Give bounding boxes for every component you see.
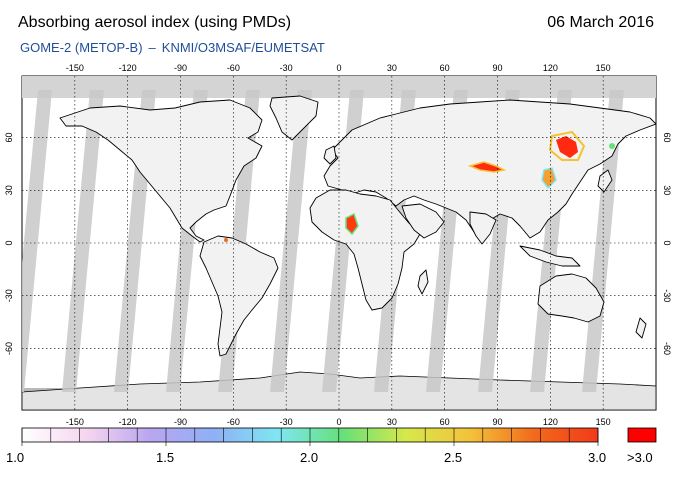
lon-tick-label-bottom: -90 bbox=[174, 417, 187, 427]
british-isles bbox=[323, 145, 337, 165]
lon-tick-label-bottom: 150 bbox=[596, 417, 611, 427]
colorbar-label: 2.0 bbox=[300, 450, 319, 465]
australia bbox=[537, 273, 605, 323]
lon-tick-label-bottom: -150 bbox=[66, 417, 84, 427]
map-date: 06 March 2016 bbox=[547, 14, 654, 31]
hotspot-central-africa bbox=[345, 212, 359, 236]
lat-tick-label-left: 0 bbox=[4, 240, 14, 245]
aerosol-hotspots bbox=[224, 130, 615, 242]
indian-subcontinent bbox=[469, 211, 497, 245]
colorbar-label: 2.5 bbox=[444, 450, 463, 465]
colorbar-label: 1.0 bbox=[6, 450, 25, 465]
lon-tick-label-top: 120 bbox=[543, 63, 558, 73]
swath-gap-0 bbox=[22, 90, 52, 392]
lon-tick-label-bottom: 90 bbox=[492, 417, 502, 427]
lat-tick-label-left: -30 bbox=[4, 289, 14, 302]
new-zealand bbox=[635, 317, 647, 339]
africa bbox=[309, 189, 421, 311]
tick-labels: -150 -150 -120 -120 -90 -90 -60 -60 -30 -30 0 0 30 30… bbox=[4, 63, 672, 427]
provider-label: KNMI/O3MSAF/EUMETSAT bbox=[161, 40, 325, 55]
lon-tick-label-top: 150 bbox=[596, 63, 611, 73]
colorbar-label: 3.0 bbox=[588, 450, 607, 465]
lon-tick-label-top: 60 bbox=[440, 63, 450, 73]
lon-tick-label-top: -90 bbox=[174, 63, 187, 73]
lat-tick-label-left: 60 bbox=[4, 133, 14, 143]
lon-tick-label-top: 0 bbox=[336, 63, 341, 73]
hotspot-east-china bbox=[541, 167, 557, 190]
lat-tick-label-right: 60 bbox=[662, 133, 672, 143]
map-title: Absorbing aerosol index (using PMDs) bbox=[18, 14, 292, 31]
lat-tick-label-right: -30 bbox=[662, 289, 672, 302]
lon-tick-label-bottom: -120 bbox=[119, 417, 137, 427]
hotspot-amazon bbox=[224, 238, 228, 242]
hotspot-maritime bbox=[609, 143, 615, 149]
lon-tick-label-top: 90 bbox=[492, 63, 502, 73]
lat-tick-label-left: -60 bbox=[4, 342, 14, 355]
greenland bbox=[269, 95, 319, 141]
lat-tick-label-right: -60 bbox=[662, 342, 672, 355]
madagascar bbox=[417, 269, 429, 295]
colorbar-overflow-label: >3.0 bbox=[627, 450, 653, 465]
instrument-label: GOME-2 (METOP-B) bbox=[20, 40, 143, 55]
colorbar-label: 1.5 bbox=[156, 450, 175, 465]
swath-gap-5 bbox=[270, 90, 312, 392]
lat-tick-label-left: 30 bbox=[4, 185, 14, 195]
lon-tick-label-top: 30 bbox=[387, 63, 397, 73]
lon-tick-label-top: -120 bbox=[119, 63, 137, 73]
lon-tick-label-bottom: -30 bbox=[280, 417, 293, 427]
lat-tick-label-right: 0 bbox=[662, 240, 672, 245]
hotspot-ne-china bbox=[556, 136, 578, 158]
lon-tick-label-bottom: 30 bbox=[387, 417, 397, 427]
graticule bbox=[22, 76, 656, 410]
lon-tick-label-top: -30 bbox=[280, 63, 293, 73]
lon-tick-label-bottom: 0 bbox=[336, 417, 341, 427]
indonesia bbox=[519, 245, 581, 267]
subtitle-separator: – bbox=[148, 40, 156, 55]
swath-gap-1 bbox=[62, 90, 104, 392]
lon-tick-label-top: -60 bbox=[227, 63, 240, 73]
lon-tick-label-bottom: 60 bbox=[440, 417, 450, 427]
arabian-peninsula bbox=[401, 203, 445, 239]
colorbar-overflow-swatch bbox=[627, 427, 657, 443]
lat-tick-label-right: 30 bbox=[662, 185, 672, 195]
japan bbox=[597, 169, 613, 193]
lon-tick-label-bottom: -60 bbox=[227, 417, 240, 427]
hotspot-central-asia bbox=[467, 161, 507, 173]
colorbar-ticks bbox=[21, 428, 599, 446]
hotspot-ne-china-edge bbox=[548, 130, 586, 161]
lon-tick-label-top: -150 bbox=[66, 63, 84, 73]
map-subtitle: GOME-2 (METOP-B) – KNMI/O3MSAF/EUMETSAT bbox=[20, 40, 325, 55]
lon-tick-label-bottom: 120 bbox=[543, 417, 558, 427]
